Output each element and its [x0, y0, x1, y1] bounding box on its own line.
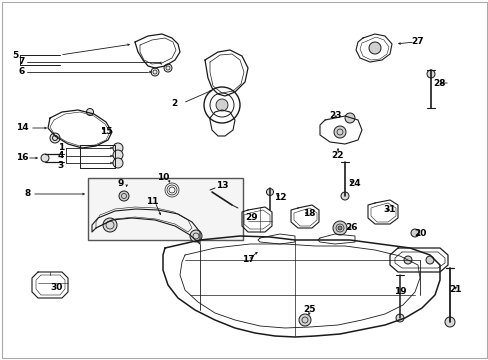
- Circle shape: [332, 221, 346, 235]
- Circle shape: [345, 113, 354, 123]
- Text: 19: 19: [393, 288, 406, 297]
- Text: 5: 5: [12, 50, 18, 59]
- Text: 11: 11: [145, 198, 158, 207]
- Circle shape: [86, 108, 93, 116]
- Circle shape: [395, 314, 403, 322]
- Circle shape: [298, 314, 310, 326]
- Circle shape: [216, 99, 227, 111]
- Circle shape: [41, 154, 49, 162]
- Text: 9: 9: [118, 179, 124, 188]
- Circle shape: [151, 68, 159, 76]
- Text: 25: 25: [303, 306, 316, 315]
- Text: 3: 3: [58, 161, 64, 170]
- Circle shape: [444, 317, 454, 327]
- Text: 21: 21: [449, 285, 461, 294]
- Circle shape: [190, 230, 202, 242]
- Circle shape: [425, 256, 433, 264]
- Circle shape: [403, 256, 411, 264]
- Circle shape: [163, 64, 172, 72]
- Text: 31: 31: [383, 206, 395, 215]
- Text: 30: 30: [51, 284, 63, 292]
- Text: 17: 17: [241, 256, 254, 265]
- Circle shape: [103, 218, 117, 232]
- Text: 14: 14: [16, 123, 28, 132]
- Text: 2: 2: [170, 99, 177, 108]
- Text: 29: 29: [245, 213, 258, 222]
- Circle shape: [113, 158, 123, 168]
- Circle shape: [119, 191, 129, 201]
- Circle shape: [368, 42, 380, 54]
- Text: 15: 15: [100, 127, 112, 136]
- Circle shape: [410, 229, 418, 237]
- Circle shape: [426, 70, 434, 78]
- Circle shape: [266, 189, 273, 195]
- Text: 20: 20: [413, 229, 426, 238]
- Text: 26: 26: [345, 224, 358, 233]
- Text: 10: 10: [157, 174, 169, 183]
- Text: 1: 1: [58, 144, 64, 153]
- Circle shape: [337, 226, 341, 230]
- Bar: [88, 178, 243, 240]
- Circle shape: [50, 133, 60, 143]
- Text: 27: 27: [411, 37, 424, 46]
- Circle shape: [113, 143, 123, 153]
- Text: 6: 6: [19, 68, 25, 77]
- Text: 28: 28: [433, 78, 446, 87]
- Text: 8: 8: [25, 189, 31, 198]
- Text: 16: 16: [16, 153, 28, 162]
- Circle shape: [113, 150, 123, 160]
- Text: 13: 13: [215, 180, 228, 189]
- Text: 12: 12: [273, 193, 285, 202]
- Text: 22: 22: [331, 150, 344, 159]
- Circle shape: [333, 126, 346, 138]
- Text: 23: 23: [328, 111, 341, 120]
- Text: 18: 18: [302, 208, 315, 217]
- Text: 4: 4: [58, 152, 64, 161]
- Text: 7: 7: [19, 58, 25, 67]
- Circle shape: [340, 192, 348, 200]
- Text: 24: 24: [348, 179, 361, 188]
